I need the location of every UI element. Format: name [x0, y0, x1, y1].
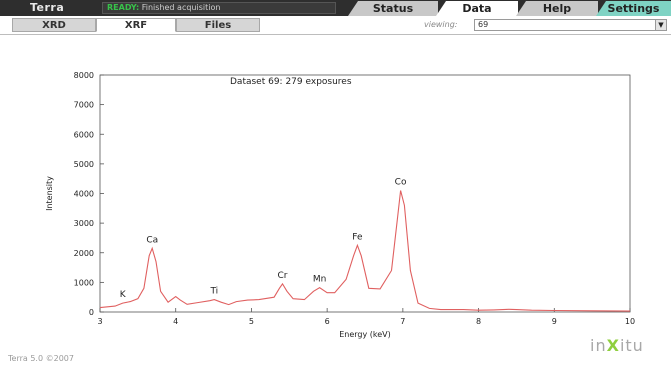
- x-tick-label: 6: [325, 317, 330, 326]
- peak-label-mn: Mn: [313, 275, 326, 285]
- chevron-down-icon[interactable]: ▼: [655, 20, 666, 30]
- y-tick-label: 1000: [74, 278, 94, 287]
- peak-label-ca: Ca: [146, 235, 158, 245]
- peak-label-cr: Cr: [277, 271, 287, 281]
- y-tick-label: 0: [89, 308, 94, 317]
- y-tick-label: 3000: [74, 219, 94, 228]
- peak-label-k: K: [120, 290, 127, 300]
- y-tick-label: 4000: [74, 190, 94, 199]
- y-axis-label: Intensity: [45, 176, 54, 211]
- viewing-label: viewing:: [424, 20, 458, 29]
- x-axis-label: Energy (keV): [339, 330, 391, 339]
- tab-settings[interactable]: Settings: [596, 1, 671, 16]
- x-tick-label: 4: [173, 317, 178, 326]
- logo-part-itu: itu: [619, 336, 644, 355]
- y-tick-label: 6000: [74, 130, 94, 139]
- viewing-select[interactable]: 69 ▼: [474, 19, 667, 31]
- inxitu-logo: inXitu: [590, 336, 644, 356]
- tab-help[interactable]: Help: [516, 1, 598, 16]
- status-message: Finished acquisition: [141, 3, 221, 12]
- y-tick-label: 7000: [74, 101, 94, 110]
- y-tick-label: 8000: [74, 71, 94, 80]
- x-tick-label: 8: [476, 317, 481, 326]
- top-bar: Terra READY: Finished acquisition Status…: [0, 0, 671, 16]
- viewing-value: 69: [478, 20, 489, 29]
- tab-xrf[interactable]: XRF: [96, 18, 176, 32]
- x-axis-ticks: 3 4 5 6 7 8 9 10: [97, 308, 635, 326]
- y-tick-label: 5000: [74, 160, 94, 169]
- app-title: Terra: [30, 1, 65, 14]
- peak-label-ti: Ti: [209, 287, 218, 297]
- version-footer: Terra 5.0 ©2007: [8, 354, 74, 363]
- x-tick-label: 3: [97, 317, 102, 326]
- x-tick-label: 5: [249, 317, 254, 326]
- x-tick-label: 9: [552, 317, 557, 326]
- logo-part-x: X: [606, 336, 620, 355]
- x-tick-label: 10: [625, 317, 635, 326]
- spectrum-line: [99, 190, 631, 312]
- peak-annotations: K Ca Ti Cr Mn Fe Co: [120, 178, 407, 301]
- sub-tab-bar: XRD XRF Files viewing: 69 ▼: [0, 16, 671, 35]
- y-axis-ticks: 0 1000 2000 3000 4000 5000 6000 7000 8000: [74, 71, 104, 317]
- tab-data[interactable]: Data: [436, 1, 518, 16]
- tab-status[interactable]: Status: [348, 1, 438, 16]
- status-ready: READY:: [107, 3, 140, 12]
- y-tick-label: 2000: [74, 249, 94, 258]
- tab-xrd[interactable]: XRD: [12, 18, 96, 32]
- plot-frame: [99, 74, 631, 313]
- chart-title: Dataset 69: 279 exposures: [230, 77, 352, 87]
- x-tick-label: 7: [400, 317, 405, 326]
- tab-files[interactable]: Files: [176, 18, 260, 32]
- peak-label-fe: Fe: [352, 232, 363, 242]
- logo-part-in: in: [590, 336, 607, 355]
- peak-label-co: Co: [395, 178, 407, 188]
- status-box: READY: Finished acquisition: [102, 2, 336, 14]
